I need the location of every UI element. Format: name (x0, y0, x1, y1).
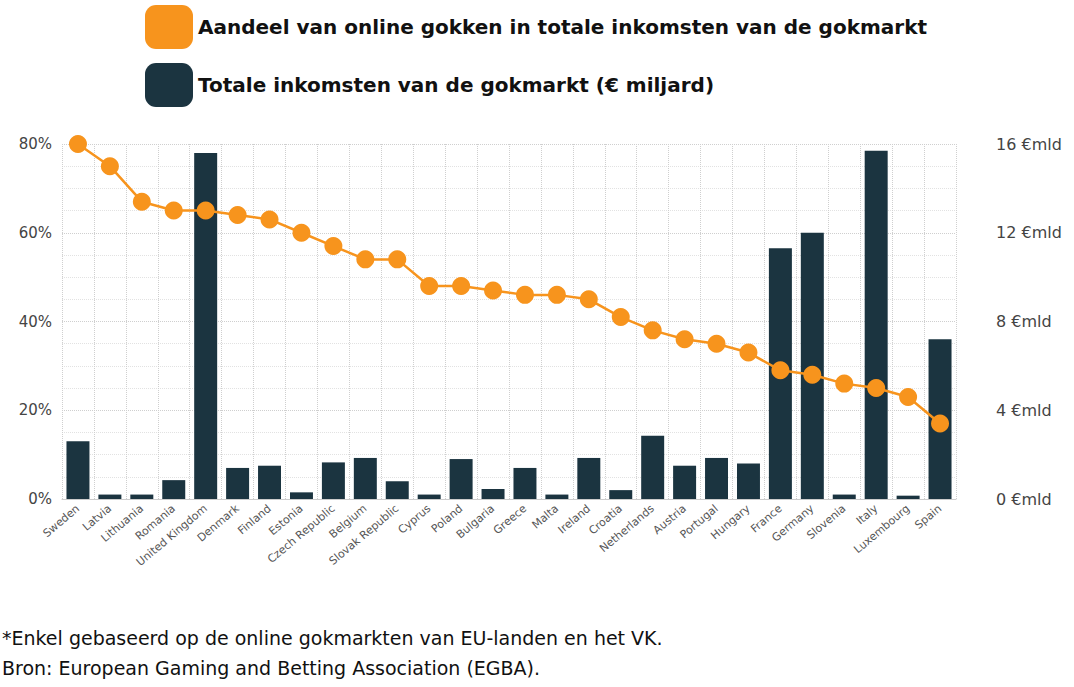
svg-text:Malta: Malta (529, 502, 562, 532)
svg-text:Lithuania: Lithuania (98, 502, 146, 545)
svg-text:Bron: European Gaming and Bett: Bron: European Gaming and Betting Associ… (2, 657, 540, 679)
svg-text:Austria: Austria (650, 502, 689, 537)
svg-text:Czech Republic: Czech Republic (265, 502, 338, 566)
svg-text:Netherlands: Netherlands (597, 502, 657, 555)
svg-text:Finland: Finland (235, 502, 273, 537)
svg-text:Denmark: Denmark (195, 502, 243, 545)
svg-text:Portugal: Portugal (677, 502, 721, 542)
svg-text:60%: 60% (19, 224, 52, 242)
svg-text:8 €mld: 8 €mld (996, 312, 1052, 331)
svg-text:Luxembourg: Luxembourg (851, 502, 912, 556)
svg-text:Slovenia: Slovenia (804, 502, 848, 542)
svg-text:Greece: Greece (491, 502, 530, 537)
svg-text:Aandeel van online gokken in t: Aandeel van online gokken in totale inko… (198, 15, 927, 39)
svg-text:0 €mld: 0 €mld (996, 490, 1052, 509)
svg-text:Slovak Republic: Slovak Republic (327, 502, 402, 568)
svg-text:Totale inkomsten van de gokmar: Totale inkomsten van de gokmarkt (€ milj… (198, 73, 714, 97)
svg-text:Croatia: Croatia (586, 502, 625, 538)
svg-text:16 €mld: 16 €mld (996, 135, 1062, 154)
svg-text:Cyprus: Cyprus (396, 502, 434, 537)
svg-text:Belgium: Belgium (326, 502, 370, 541)
svg-text:12 €mld: 12 €mld (996, 223, 1062, 242)
svg-text:20%: 20% (19, 401, 52, 419)
svg-text:Hungary: Hungary (708, 502, 753, 542)
svg-text:4 €mld: 4 €mld (996, 401, 1052, 420)
svg-text:United Kingdom: United Kingdom (133, 502, 210, 569)
svg-text:Latvia: Latvia (80, 502, 115, 534)
svg-text:Spain: Spain (912, 502, 944, 532)
svg-text:*Enkel gebaseerd op de online: *Enkel gebaseerd op de online gokmarkten… (2, 627, 663, 649)
svg-text:Italy: Italy (854, 502, 881, 528)
svg-text:Romania: Romania (132, 502, 178, 543)
svg-text:Germany: Germany (769, 502, 817, 545)
svg-text:Ireland: Ireland (556, 502, 593, 536)
svg-text:Bulgaria: Bulgaria (454, 502, 497, 541)
svg-text:Estonia: Estonia (266, 502, 306, 538)
svg-text:0%: 0% (28, 490, 52, 508)
svg-text:Poland: Poland (428, 502, 466, 536)
svg-text:France: France (748, 502, 785, 536)
svg-text:Sweden: Sweden (40, 502, 82, 540)
svg-text:80%: 80% (19, 135, 52, 153)
svg-text:40%: 40% (19, 313, 52, 331)
